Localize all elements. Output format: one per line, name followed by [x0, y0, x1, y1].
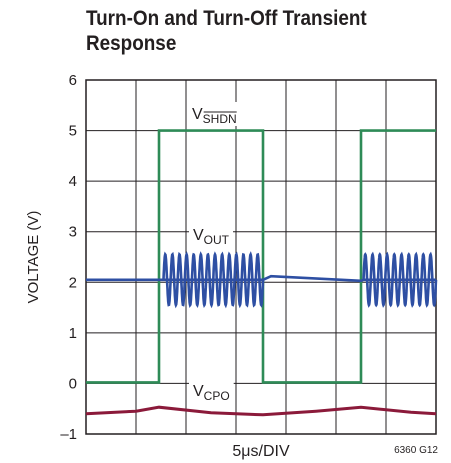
vcpo-label-main: V	[193, 383, 204, 400]
y-tick-label: 0	[69, 375, 77, 392]
plot-frame	[85, 79, 437, 435]
figure-id: 6360 G12	[394, 445, 438, 456]
vout-ripple-trace	[162, 251, 265, 309]
vcpo-label: VCPO	[193, 383, 230, 403]
vshdn-label-bg	[188, 102, 241, 126]
vout-label-main: V	[193, 227, 204, 244]
vshdn-label-sub: SHDN	[203, 112, 237, 126]
y-tick-label: 6	[69, 72, 77, 89]
chart-title-line-1: Turn-On and Turn-Off Transient	[86, 7, 367, 30]
vcpo-trace	[85, 405, 437, 417]
chart-title-line-2: Response	[86, 32, 177, 55]
x-axis-label: 5μs/DIV	[232, 443, 290, 460]
y-tick-label: –1	[60, 426, 77, 443]
y-tick-label: 5	[69, 123, 77, 140]
y-tick-label: 2	[69, 274, 77, 291]
plot-traces	[85, 129, 438, 417]
vout-ripple-trace	[362, 251, 438, 308]
y-tick-label: 1	[69, 325, 77, 342]
vshdn-label-main: V	[192, 106, 203, 123]
vcpo-label-sub: CPO	[204, 389, 230, 403]
vout-baseline-trace	[86, 274, 436, 283]
vout-label: VOUT	[193, 227, 230, 247]
y-axis-label: VOLTAGE (V)	[25, 211, 42, 304]
y-tick-label: 4	[69, 173, 77, 190]
y-tick-label: 3	[69, 224, 77, 241]
vshdn-label: VSHDN	[192, 106, 237, 126]
chart-title: Turn-On and Turn-Off Transient Response	[86, 6, 410, 56]
vshdn-trace	[86, 129, 436, 384]
vout-label-bg	[189, 223, 234, 247]
vcpo-label-bg	[189, 379, 234, 403]
plot-grid	[85, 79, 437, 435]
vout-label-sub: OUT	[204, 233, 230, 247]
